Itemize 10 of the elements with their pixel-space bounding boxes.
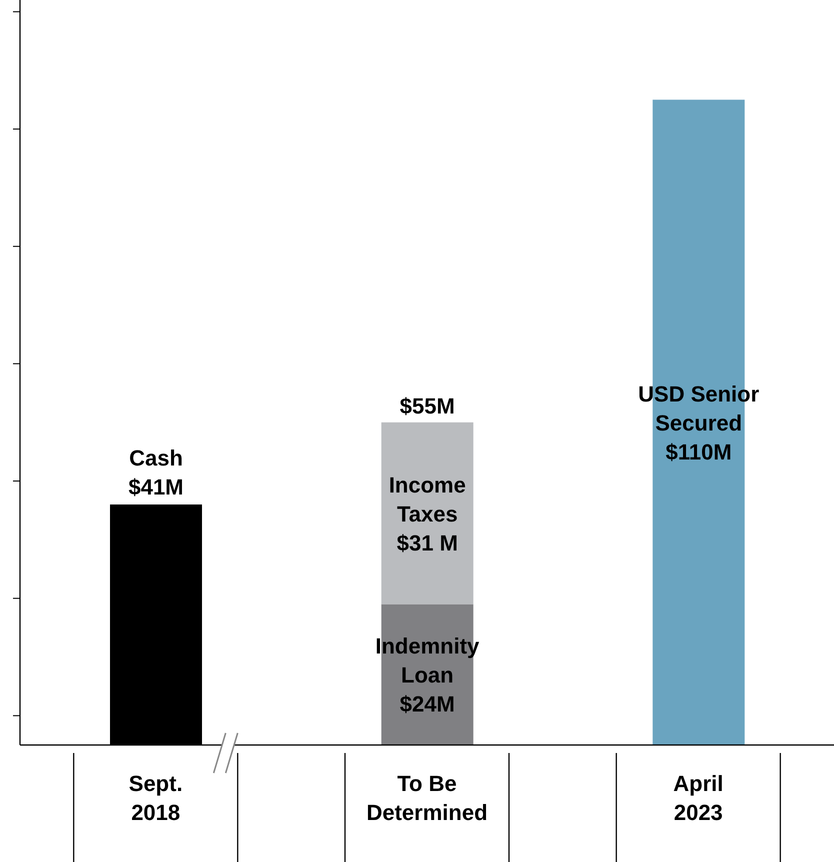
data-label: $110M — [666, 439, 732, 464]
data-label: $31 M — [396, 530, 458, 556]
data-label: $24M — [400, 692, 455, 717]
series-label: Income Taxes — [388, 472, 466, 526]
total-label: $55M — [400, 393, 455, 418]
x-tick-label: Sept. 2018 — [128, 771, 183, 825]
x-tick-label: To Be Determined — [366, 771, 488, 825]
data-label: $41M — [128, 474, 184, 500]
series-label: Cash — [129, 445, 183, 470]
x-tick-label: April 2023 — [673, 771, 724, 825]
